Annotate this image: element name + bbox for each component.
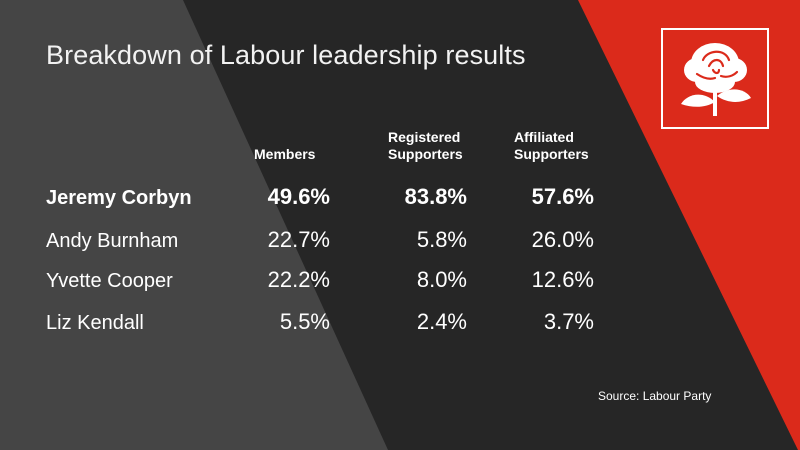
result-cell: 12.6%: [531, 267, 594, 292]
source-note: Source: Labour Party: [598, 389, 712, 403]
result-cell: 26.0%: [531, 227, 594, 252]
grey-diagonal-panel: [0, 0, 388, 450]
column-header-line1: Affiliated: [514, 129, 574, 145]
result-cell: 22.7%: [267, 227, 330, 252]
candidate-name: Liz Kendall: [46, 312, 144, 334]
result-cell: 5.8%: [416, 227, 467, 252]
result-cell: 3.7%: [543, 309, 594, 334]
result-cell: 49.6%: [267, 184, 330, 209]
result-cell: 22.2%: [267, 267, 330, 292]
column-header-line2: Supporters: [514, 146, 589, 162]
page-title: Breakdown of Labour leadership results: [46, 40, 526, 70]
result-cell: 2.4%: [416, 309, 467, 334]
result-cell: 83.8%: [404, 184, 467, 209]
column-header: Affiliated Supporters: [514, 129, 589, 163]
result-cell: 8.0%: [416, 267, 467, 292]
column-header-line1: Registered: [388, 129, 461, 145]
column-header: Members: [254, 146, 315, 163]
candidate-name: Yvette Cooper: [46, 270, 173, 292]
column-header-line2: Supporters: [388, 146, 463, 162]
candidate-name: Jeremy Corbyn: [46, 187, 192, 209]
labour-rose-logo-icon: [661, 28, 769, 129]
column-header-line2: Members: [254, 146, 316, 162]
column-header: Registered Supporters: [388, 129, 463, 163]
result-cell: 57.6%: [531, 184, 594, 209]
result-cell: 5.5%: [279, 309, 330, 334]
candidate-name: Andy Burnham: [46, 230, 179, 252]
